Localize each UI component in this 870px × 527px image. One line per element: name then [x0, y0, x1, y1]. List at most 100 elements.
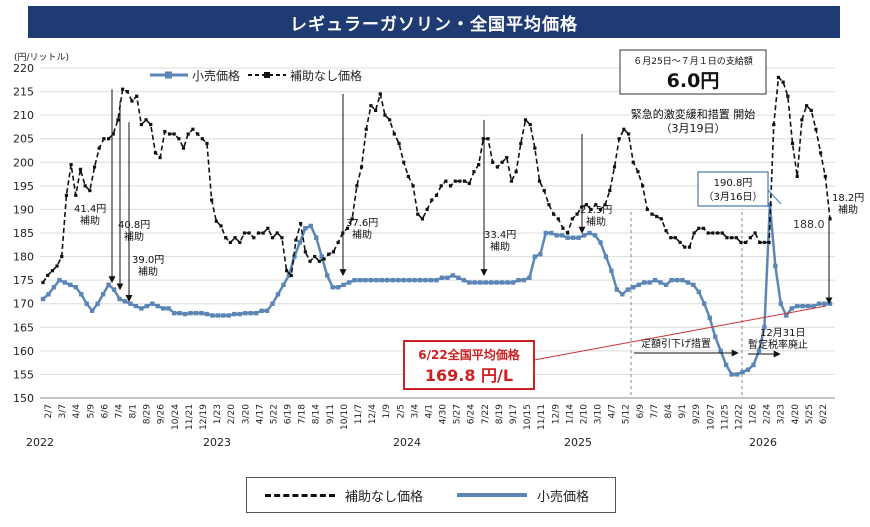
data-point-unsubsidized	[439, 184, 443, 188]
data-point-unsubsidized	[88, 188, 92, 193]
data-point-unsubsidized	[753, 231, 757, 235]
gap-2-label: 補助	[124, 230, 144, 243]
x-tick-label: 2/24	[763, 404, 773, 424]
data-point-retail	[204, 311, 210, 317]
data-point-unsubsidized	[453, 179, 457, 183]
data-point-unsubsidized	[730, 236, 734, 240]
data-point-unsubsidized	[41, 280, 45, 285]
emergency-start-label: 緊急的激変緩和措置 開始	[631, 107, 756, 121]
data-point-unsubsidized	[598, 207, 603, 212]
data-point-retail	[259, 308, 264, 313]
data-point-retail	[784, 313, 789, 318]
data-point-unsubsidized	[181, 146, 186, 150]
data-point-retail	[740, 369, 745, 375]
data-point-retail	[428, 277, 434, 283]
x-tick-label: 5/25	[805, 404, 815, 424]
data-point-retail	[570, 235, 576, 240]
data-point-unsubsidized	[322, 257, 326, 261]
data-point-unsubsidized	[331, 250, 336, 254]
y-tick-label: 220	[13, 62, 34, 75]
data-point-retail	[226, 313, 232, 318]
data-point-retail	[773, 263, 778, 269]
data-point-unsubsidized	[149, 122, 153, 127]
data-point-retail	[346, 280, 352, 285]
data-point-retail	[598, 240, 603, 245]
data-point-unsubsidized	[673, 236, 678, 240]
data-point-retail	[264, 308, 270, 313]
gap-1-label: 補助	[80, 214, 100, 227]
data-point-retail	[95, 301, 100, 306]
data-point-unsubsidized	[486, 137, 490, 141]
data-point-retail	[816, 301, 822, 306]
data-point-unsubsidized	[369, 104, 373, 108]
x-tick-label: 2/7	[44, 404, 54, 418]
data-point-retail	[778, 301, 784, 306]
data-point-unsubsidized	[317, 259, 321, 263]
data-point-retail	[521, 277, 527, 283]
x-tick-label: 10/10	[340, 404, 350, 430]
data-point-retail	[401, 277, 406, 283]
data-point-unsubsidized	[383, 113, 387, 117]
data-point-retail	[406, 277, 412, 283]
x-tick-label: 8/19	[495, 404, 505, 424]
data-point-unsubsidized	[125, 89, 129, 94]
dashed-line-swatch	[265, 493, 335, 497]
year-label: 2024	[393, 436, 421, 449]
data-point-retail	[68, 282, 73, 288]
data-point-unsubsidized	[509, 179, 514, 183]
data-point-unsubsidized	[411, 184, 415, 188]
data-point-retail	[439, 275, 445, 280]
x-tick-label: 3/23	[777, 404, 787, 424]
x-tick-label: 5/12	[622, 404, 632, 424]
data-point-unsubsidized	[781, 80, 785, 84]
data-point-retail	[669, 277, 674, 283]
x-tick-label: 7/18	[298, 404, 308, 424]
data-point-unsubsidized	[135, 94, 139, 98]
data-point-retail	[221, 313, 226, 318]
data-point-unsubsidized	[378, 92, 382, 96]
data-point-unsubsidized	[463, 179, 467, 183]
y-tick-label: 210	[13, 109, 34, 122]
data-point-unsubsidized	[561, 226, 565, 230]
x-tick-label: 6/6	[100, 404, 110, 419]
data-point-unsubsidized	[163, 130, 167, 134]
y-tick-label: 155	[13, 368, 34, 381]
data-point-unsubsidized	[692, 231, 696, 235]
data-point-unsubsidized	[153, 151, 158, 155]
data-point-unsubsidized	[790, 141, 795, 146]
legend-marker-unsubsidized	[264, 72, 270, 78]
data-point-unsubsidized	[172, 132, 176, 136]
data-point-retail	[434, 277, 439, 283]
data-point-unsubsidized	[477, 163, 481, 167]
data-point-retail	[658, 280, 663, 285]
data-point-unsubsidized	[720, 231, 724, 235]
data-point-unsubsidized	[195, 132, 200, 136]
x-tick-label: 4/1	[424, 404, 434, 418]
current-price-title: 6/22全国平均価格	[418, 347, 520, 362]
x-tick-label: 6/9	[636, 404, 646, 419]
data-point-unsubsidized	[814, 127, 818, 131]
x-tick-label: 11/25	[720, 404, 730, 430]
data-point-unsubsidized	[83, 184, 87, 188]
data-point-unsubsidized	[542, 188, 546, 193]
data-point-unsubsidized	[758, 240, 762, 245]
bottom-legend-item-unsubsidized: 補助なし価格	[265, 486, 423, 505]
data-point-retail	[450, 273, 456, 278]
data-point-retail	[456, 275, 461, 280]
data-point-retail	[762, 325, 767, 330]
data-point-retail	[734, 372, 740, 377]
bottom-legend-label-retail: 小売価格	[537, 489, 590, 505]
data-point-retail	[691, 282, 696, 288]
data-point-retail	[128, 301, 133, 306]
data-point-unsubsidized	[303, 250, 307, 254]
data-point-unsubsidized	[622, 127, 626, 131]
data-point-unsubsidized	[711, 231, 715, 235]
data-point-unsubsidized	[167, 132, 172, 136]
data-point-retail	[417, 277, 423, 283]
data-point-unsubsidized	[715, 231, 720, 235]
gap-5-label: 補助	[490, 240, 510, 253]
data-point-retail	[62, 280, 68, 285]
data-point-retail	[161, 306, 166, 311]
data-point-unsubsidized	[786, 94, 790, 98]
